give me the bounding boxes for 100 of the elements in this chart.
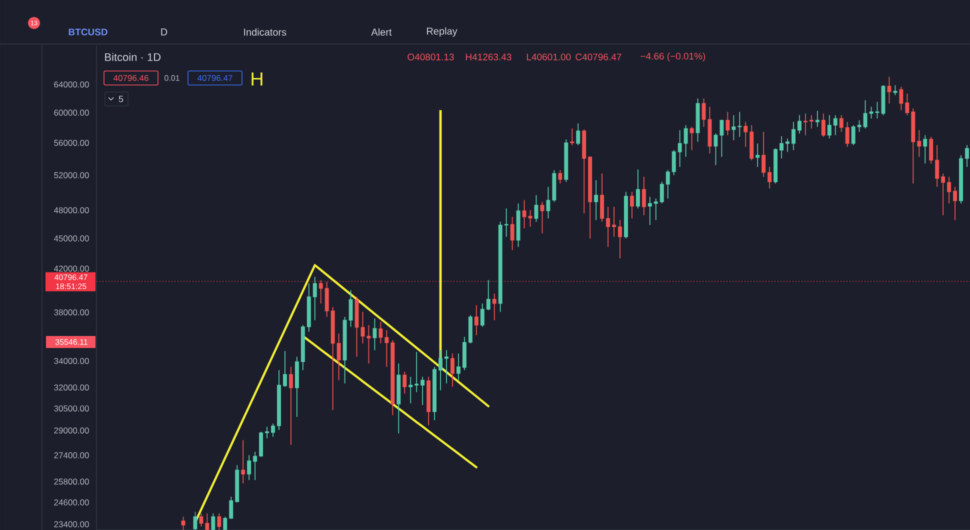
candlestick (438, 350, 442, 391)
candlestick (181, 516, 186, 530)
y-tick-label: 38000.00 (54, 309, 89, 316)
text: Indicators (244, 28, 286, 36)
candlestick (929, 136, 934, 164)
y-tick-label: 48000.00 (54, 207, 89, 214)
candlestick (642, 176, 646, 216)
candlestick (839, 114, 844, 132)
y-tick-label: 27400.00 (54, 452, 89, 458)
annotation: L40601.00 (526, 54, 571, 60)
candlestick (420, 376, 425, 406)
y-tick-label: 60000.00 (54, 110, 89, 116)
candlestick (732, 114, 736, 141)
candlestick (941, 173, 946, 216)
candlestick (893, 84, 898, 96)
y-tick-label: 34000.00 (54, 358, 89, 364)
candlestick (666, 170, 670, 199)
annotation: O40801.13 (408, 54, 454, 60)
candlestick (606, 206, 610, 248)
candlestick (672, 150, 676, 176)
ref-line-label: 40796.47 (54, 274, 88, 280)
candlestick (935, 144, 940, 188)
candlestick (869, 106, 874, 119)
candlestick (636, 169, 640, 209)
candlestick (318, 280, 323, 304)
candlestick (480, 303, 484, 328)
candlestick (923, 134, 928, 164)
candlestick (211, 512, 216, 530)
candlestick (247, 454, 252, 481)
candlestick (612, 206, 616, 238)
candlestick (217, 512, 222, 530)
candlestick (408, 376, 413, 404)
candlestick (492, 293, 496, 321)
candlestick (265, 426, 269, 439)
annotation: 0.01 (164, 75, 180, 81)
candlestick (821, 113, 826, 138)
candlestick (510, 216, 514, 251)
candlestick (684, 124, 688, 158)
candlestick (678, 130, 682, 168)
candlestick (845, 121, 850, 148)
candlestick (474, 304, 478, 336)
y-tick-label: 24600.00 (54, 499, 89, 506)
candlestick (780, 136, 784, 159)
candlestick (402, 371, 407, 394)
candlestick (630, 191, 634, 219)
text: 35546.11 (55, 339, 88, 345)
annotation: 40796.46 (113, 74, 148, 81)
candlestick (887, 76, 892, 104)
candlestick (648, 196, 652, 226)
candlestick (726, 111, 730, 136)
candlestick (528, 210, 532, 228)
candlestick (312, 276, 317, 321)
candlestick (857, 120, 862, 132)
text: Alert (371, 28, 392, 36)
annotation: 5 (118, 96, 124, 102)
text: 18:51:25 (56, 283, 86, 290)
text: D (161, 28, 168, 36)
candlestick (241, 440, 246, 484)
annotation: H41263.43 (466, 54, 512, 60)
annotation: H (252, 72, 262, 86)
candlestick (965, 144, 969, 168)
candlestick (223, 516, 228, 530)
candlestick (384, 330, 389, 368)
candlestick (282, 350, 287, 388)
candlestick (348, 290, 353, 328)
y-tick-label: 25800.00 (54, 478, 89, 485)
y-tick-label: 64000.00 (54, 81, 89, 88)
candlestick (917, 130, 922, 158)
candlestick (660, 181, 664, 204)
candlestick (654, 198, 658, 221)
text: Replay (427, 27, 458, 37)
candlestick (522, 200, 526, 229)
y-tick-label: 52000.00 (54, 172, 89, 178)
candlestick (798, 114, 802, 134)
annotation: −4.66 (−0.01%) (640, 52, 706, 62)
y-tick-label: 56000.00 (54, 140, 89, 146)
text: BTCUSD (68, 28, 108, 36)
candlestick (540, 201, 544, 234)
annotation: C40796.47 (576, 54, 622, 60)
candlestick (815, 110, 820, 128)
candlestick (594, 180, 598, 221)
y-tick-label: 29000.00 (54, 427, 89, 434)
candlestick (833, 114, 838, 136)
candlestick (199, 512, 204, 527)
candlestick (714, 133, 718, 166)
y-tick-label: 32000.00 (54, 384, 89, 390)
candlestick (193, 511, 198, 530)
candlestick (953, 186, 958, 221)
candlestick (809, 114, 814, 129)
candlestick (768, 166, 772, 189)
candlestick (570, 128, 574, 146)
candlestick (444, 350, 448, 384)
candlestick (288, 366, 293, 446)
candlestick (504, 208, 508, 238)
candlestick (229, 496, 234, 520)
candlestick (744, 121, 748, 148)
candlestick (827, 114, 832, 139)
y-tick-label: 42000.00 (54, 266, 89, 272)
candlestick (851, 124, 856, 146)
candlestick (600, 173, 604, 222)
